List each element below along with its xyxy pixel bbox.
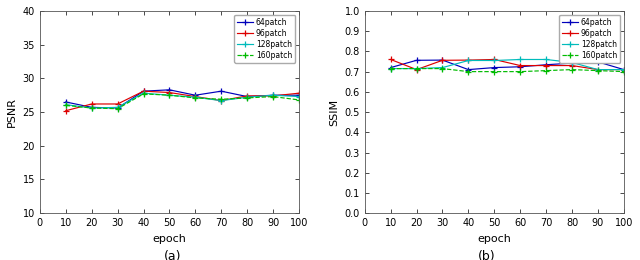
96patch bbox=[465, 58, 472, 62]
64patch bbox=[490, 66, 498, 69]
96patch bbox=[295, 92, 303, 95]
Text: (b): (b) bbox=[477, 250, 495, 260]
160patch bbox=[166, 94, 173, 97]
64patch bbox=[465, 68, 472, 71]
160patch bbox=[88, 106, 95, 109]
96patch bbox=[166, 91, 173, 94]
96patch bbox=[542, 64, 550, 67]
160patch bbox=[516, 70, 524, 73]
96patch bbox=[243, 94, 251, 98]
128patch bbox=[295, 95, 303, 98]
128patch bbox=[490, 59, 498, 62]
160patch bbox=[191, 96, 199, 100]
64patch bbox=[516, 65, 524, 68]
160patch bbox=[140, 92, 147, 95]
Line: 96patch: 96patch bbox=[63, 88, 301, 114]
160patch bbox=[218, 98, 225, 101]
96patch bbox=[218, 99, 225, 102]
160patch bbox=[620, 70, 628, 73]
96patch bbox=[620, 68, 628, 71]
160patch bbox=[295, 98, 303, 101]
Line: 64patch: 64patch bbox=[388, 57, 627, 72]
160patch bbox=[465, 70, 472, 73]
Legend: 64patch, 96patch, 128patch, 160patch: 64patch, 96patch, 128patch, 160patch bbox=[559, 15, 620, 63]
64patch bbox=[568, 62, 576, 65]
160patch bbox=[387, 67, 394, 70]
64patch bbox=[413, 59, 420, 62]
128patch bbox=[620, 68, 628, 71]
128patch bbox=[88, 106, 95, 109]
128patch bbox=[62, 103, 70, 106]
160patch bbox=[438, 67, 446, 70]
64patch bbox=[438, 58, 446, 62]
Text: (a): (a) bbox=[164, 250, 182, 260]
64patch bbox=[114, 106, 122, 109]
96patch bbox=[140, 90, 147, 93]
Legend: 64patch, 96patch, 128patch, 160patch: 64patch, 96patch, 128patch, 160patch bbox=[234, 15, 295, 63]
96patch bbox=[438, 59, 446, 62]
128patch bbox=[140, 92, 147, 95]
Line: 160patch: 160patch bbox=[388, 66, 627, 74]
64patch bbox=[542, 63, 550, 66]
Y-axis label: PSNR: PSNR bbox=[7, 97, 17, 127]
160patch bbox=[114, 107, 122, 110]
96patch bbox=[568, 64, 576, 67]
96patch bbox=[516, 64, 524, 67]
128patch bbox=[465, 59, 472, 62]
160patch bbox=[594, 69, 602, 72]
96patch bbox=[88, 102, 95, 106]
Line: 96patch: 96patch bbox=[388, 57, 627, 72]
128patch bbox=[516, 58, 524, 61]
128patch bbox=[166, 94, 173, 97]
96patch bbox=[269, 94, 277, 98]
128patch bbox=[542, 58, 550, 61]
X-axis label: epoch: epoch bbox=[152, 234, 186, 244]
160patch bbox=[413, 67, 420, 70]
96patch bbox=[191, 95, 199, 98]
64patch bbox=[140, 90, 147, 93]
Line: 128patch: 128patch bbox=[388, 57, 627, 72]
64patch bbox=[269, 94, 277, 97]
64patch bbox=[62, 100, 70, 103]
160patch bbox=[269, 95, 277, 98]
Line: 64patch: 64patch bbox=[63, 87, 301, 111]
X-axis label: epoch: epoch bbox=[477, 234, 511, 244]
128patch bbox=[243, 96, 251, 99]
96patch bbox=[62, 109, 70, 112]
64patch bbox=[218, 90, 225, 93]
96patch bbox=[114, 102, 122, 106]
128patch bbox=[568, 61, 576, 64]
128patch bbox=[114, 106, 122, 109]
64patch bbox=[594, 60, 602, 63]
128patch bbox=[438, 66, 446, 69]
160patch bbox=[490, 70, 498, 73]
160patch bbox=[568, 68, 576, 71]
160patch bbox=[62, 104, 70, 107]
96patch bbox=[594, 68, 602, 71]
128patch bbox=[218, 99, 225, 102]
128patch bbox=[594, 68, 602, 71]
160patch bbox=[243, 96, 251, 100]
64patch bbox=[295, 94, 303, 97]
128patch bbox=[269, 94, 277, 97]
64patch bbox=[191, 94, 199, 97]
128patch bbox=[191, 96, 199, 99]
160patch bbox=[542, 69, 550, 72]
64patch bbox=[88, 106, 95, 109]
96patch bbox=[490, 58, 498, 61]
96patch bbox=[413, 68, 420, 71]
128patch bbox=[413, 67, 420, 70]
64patch bbox=[620, 68, 628, 71]
Line: 160patch: 160patch bbox=[63, 91, 301, 112]
Line: 128patch: 128patch bbox=[63, 90, 301, 111]
64patch bbox=[243, 95, 251, 98]
128patch bbox=[387, 67, 394, 70]
96patch bbox=[387, 58, 394, 61]
64patch bbox=[166, 88, 173, 91]
Y-axis label: SSIM: SSIM bbox=[329, 99, 339, 126]
64patch bbox=[387, 66, 394, 69]
